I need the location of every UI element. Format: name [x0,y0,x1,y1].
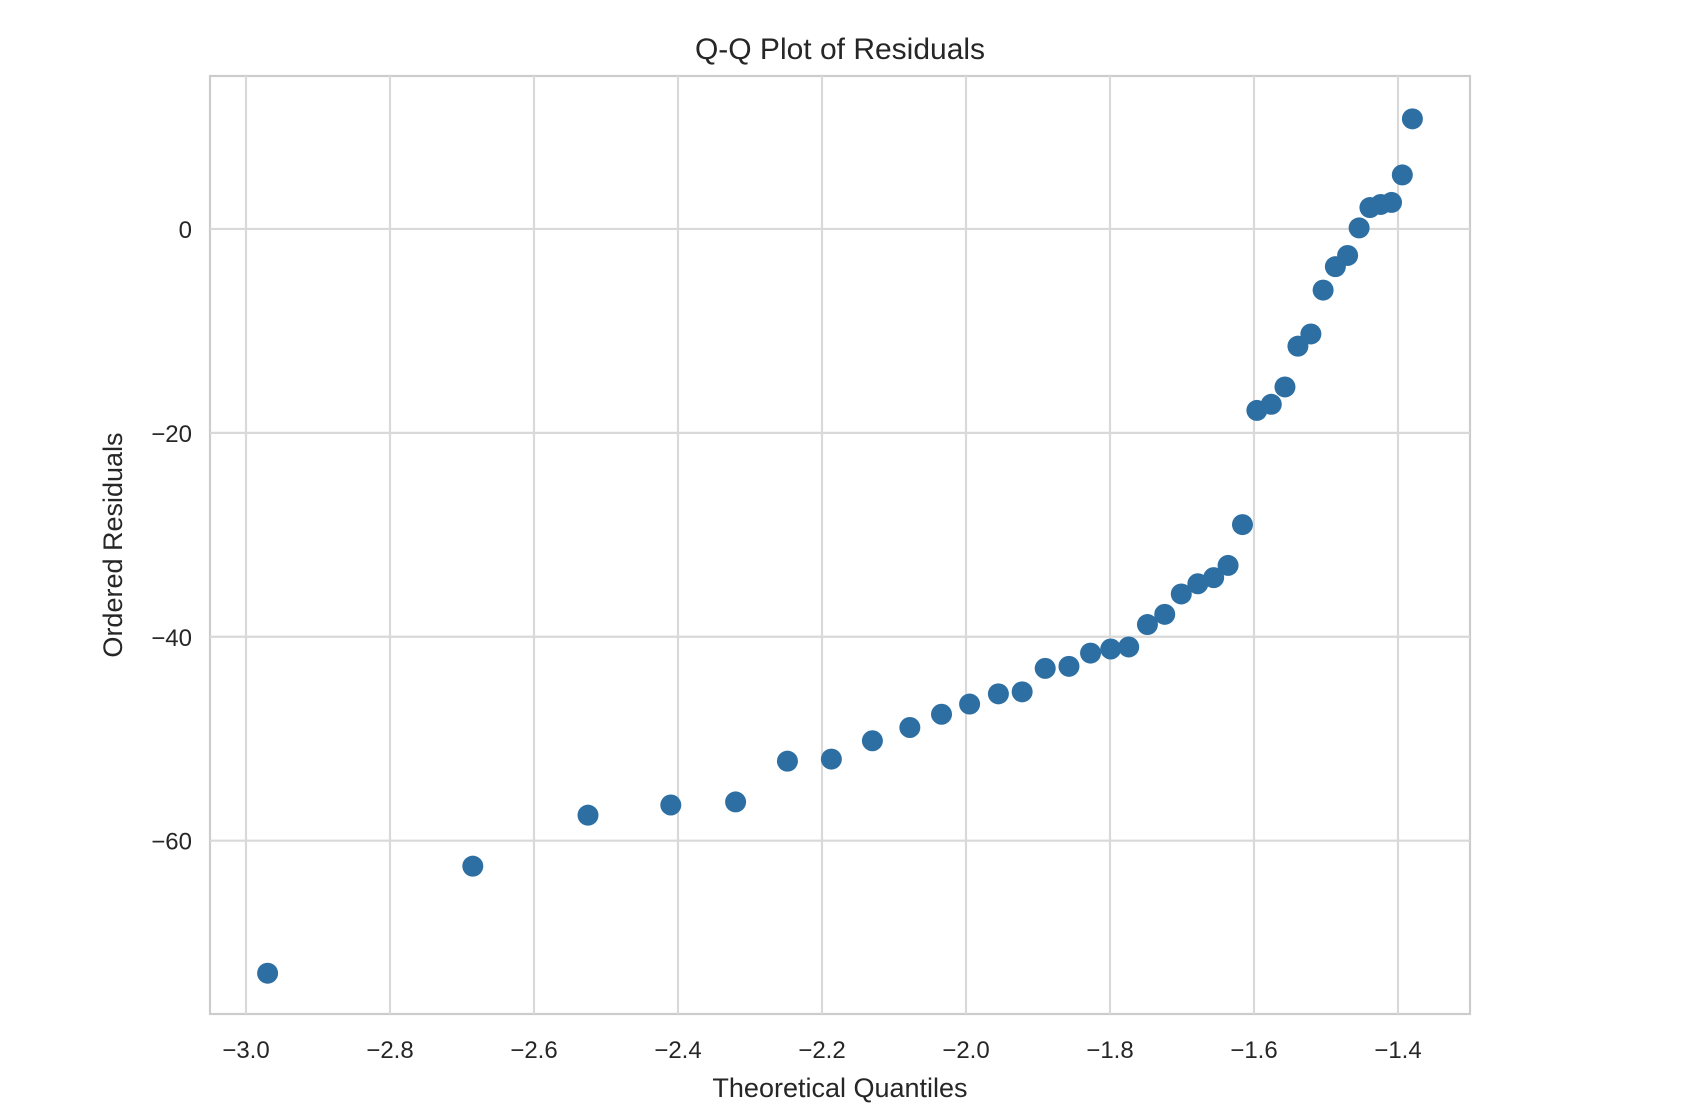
data-point [1348,217,1370,239]
data-point [861,730,883,752]
data-point [1034,657,1056,679]
x-tick-label: −1.6 [1230,1037,1277,1064]
data-point [959,693,981,715]
data-point [1391,164,1413,186]
data-point [1337,244,1359,266]
data-points [257,108,1423,984]
y-tick-label: −20 [151,421,192,448]
data-point [1118,636,1140,658]
data-point [257,962,279,984]
data-point [1187,573,1209,595]
x-tick-label: −2.2 [798,1037,845,1064]
data-point [660,794,682,816]
y-axis-label: Ordered Residuals [98,432,128,657]
data-point [899,717,921,739]
data-point [462,855,484,877]
x-tick-label: −3.0 [222,1037,269,1064]
data-point [1170,583,1192,605]
data-point [1136,614,1158,636]
x-axis-label: Theoretical Quantiles [712,1073,967,1103]
x-tick-label: −2.6 [510,1037,557,1064]
x-axis-ticks: −3.0 −2.8 −2.6 −2.4 −2.2 −2.0 −1.8 −1.6 −1.4 [222,1037,1421,1064]
y-tick-label: 0 [179,217,192,244]
data-point [1274,376,1296,398]
data-point [1011,681,1033,703]
data-point [1401,108,1423,130]
plot-area [208,74,1472,1016]
x-tick-label: −2.8 [366,1037,413,1064]
data-point [1231,514,1253,536]
x-tick-label: −1.8 [1086,1037,1133,1064]
data-point [931,703,953,725]
data-point [1080,642,1102,664]
y-gridlines [210,227,1470,842]
data-point [1154,603,1176,625]
data-point [987,683,1009,705]
data-point [1100,638,1122,660]
x-tick-label: −1.4 [1374,1037,1421,1064]
data-point [1312,279,1334,301]
data-point [577,804,599,826]
data-point [1381,191,1403,213]
x-tick-label: −2.4 [654,1037,701,1064]
data-point [820,748,842,770]
chart-title: Q-Q Plot of Residuals [695,33,985,66]
data-point [1260,393,1282,415]
y-tick-label: −60 [151,829,192,856]
data-point [725,791,747,813]
y-tick-label: −40 [151,625,192,652]
y-axis-ticks: 0 −20 −40 −60 [151,217,192,856]
x-tick-label: −2.0 [942,1037,989,1064]
data-point [1203,567,1225,589]
data-point [1300,323,1322,345]
data-point [776,750,798,772]
data-point [1058,655,1080,677]
data-point [1217,554,1239,576]
x-gridlines [244,76,1400,1014]
